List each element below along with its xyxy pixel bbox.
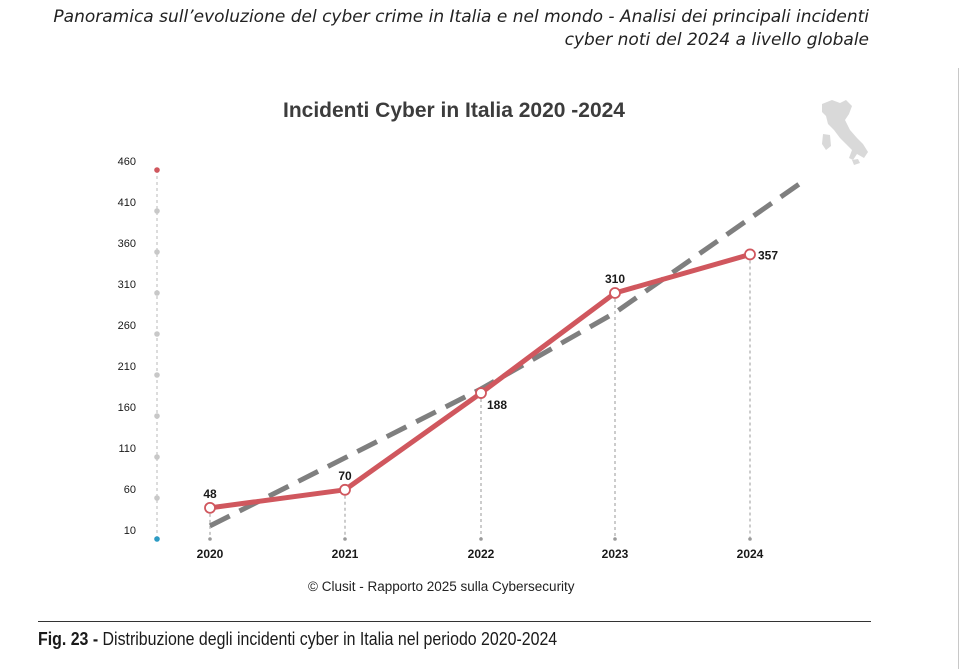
caption-rule (38, 621, 871, 622)
y-tick-dot (154, 495, 160, 501)
copyright-note: © Clusit - Rapporto 2025 sulla Cybersecu… (308, 579, 575, 594)
y-tick-dot (154, 536, 160, 542)
y-tick-dot (154, 372, 160, 378)
x-tick-label: 2023 (602, 547, 629, 561)
y-tick-label: 60 (124, 484, 136, 496)
trend-line (208, 178, 806, 529)
header-line-2: cyber noti del 2024 a livello globale (564, 30, 869, 50)
data-point (609, 287, 621, 299)
report-header: Panoramica sull’evoluzione del cyber cri… (49, 6, 869, 52)
figure-caption: Fig. 23 - Distribuzione degli incidenti … (38, 628, 557, 650)
x-tick-dot (208, 537, 212, 541)
data-point (339, 483, 351, 496)
x-tick-dot (748, 537, 752, 541)
data-point (475, 387, 487, 399)
data-point (744, 248, 756, 261)
data-label: 357 (758, 248, 778, 262)
x-tick-label: 2021 (332, 547, 359, 561)
y-tick-label: 460 (118, 156, 136, 168)
data-label: 70 (338, 469, 352, 483)
chart-title: Incidenti Cyber in Italia 2020 -2024 (283, 99, 625, 122)
figure-caption-text: Distribuzione degli incidenti cyber in I… (98, 628, 558, 649)
y-tick-dot (154, 454, 160, 460)
y-tick-label: 110 (118, 443, 136, 455)
y-tick-dot (154, 331, 160, 337)
y-tick-label: 410 (118, 197, 136, 209)
y-tick-label: 10 (124, 525, 136, 537)
y-tick-dot (154, 208, 160, 214)
y-tick-dot (154, 413, 160, 419)
header-line-1: Panoramica sull’evoluzione del cyber cri… (53, 7, 869, 27)
x-tick-dot (613, 537, 617, 541)
y-tick-dot (154, 290, 160, 296)
y-tick-dot (154, 167, 160, 173)
data-point (204, 501, 216, 514)
y-tick-label: 210 (118, 361, 136, 373)
y-tick-dot (154, 249, 160, 255)
data-label: 48 (203, 487, 217, 501)
italy-map-icon (822, 100, 868, 165)
y-tick-label: 160 (118, 402, 136, 414)
y-tick-label: 310 (118, 279, 136, 291)
x-tick-label: 2022 (468, 547, 495, 561)
incidents-line (209, 252, 751, 511)
page-right-rule (958, 68, 959, 669)
x-tick-dot (479, 537, 483, 541)
x-tick-label: 2024 (737, 547, 764, 561)
data-label: 188 (487, 398, 507, 412)
data-label: 310 (605, 272, 625, 286)
x-tick-dot (343, 537, 347, 541)
figure-caption-label: Fig. 23 - (38, 628, 99, 649)
y-tick-label: 360 (118, 238, 136, 250)
x-tick-label: 2020 (197, 547, 224, 561)
y-tick-label: 260 (118, 320, 136, 332)
